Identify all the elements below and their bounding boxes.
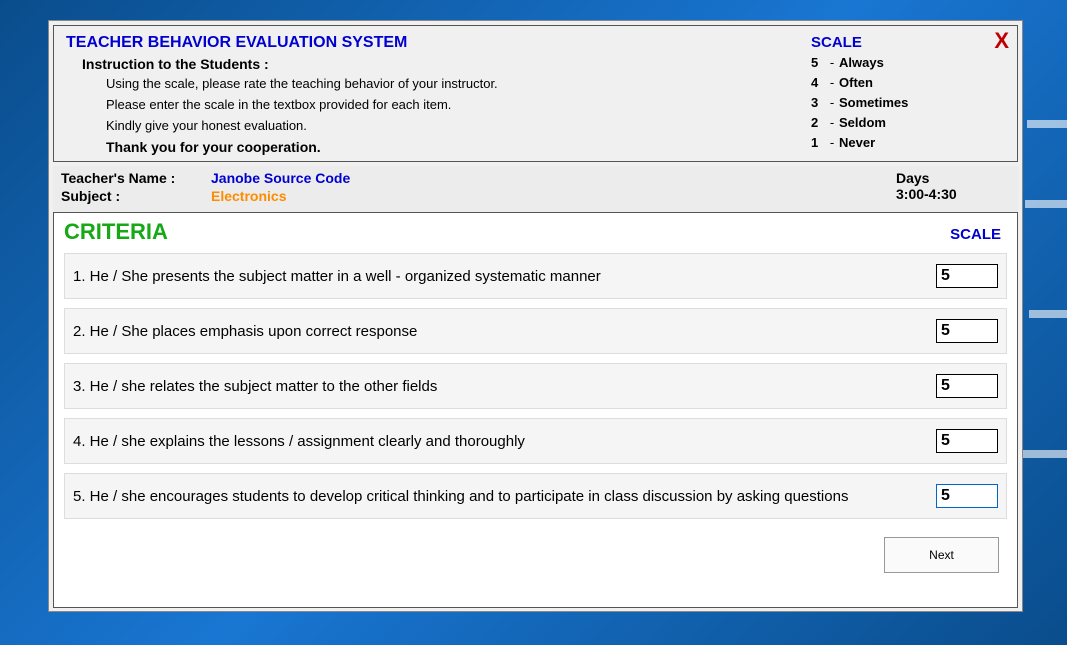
scale-input[interactable] bbox=[936, 484, 998, 508]
scale-input[interactable] bbox=[936, 374, 998, 398]
subject-label: Subject : bbox=[61, 188, 211, 204]
teacher-name-value: Janobe Source Code bbox=[211, 170, 350, 186]
criteria-panel: CRITERIA SCALE 1. He / She presents the … bbox=[53, 212, 1018, 608]
scale-legend-row: 3-Sometimes bbox=[811, 95, 1005, 110]
scale-legend-row: 5-Always bbox=[811, 55, 1005, 70]
criteria-text: 4. He / she explains the lessons / assig… bbox=[73, 433, 936, 450]
teacher-name-label: Teacher's Name : bbox=[61, 170, 211, 186]
scale-heading: SCALE bbox=[811, 34, 1005, 51]
scale-legend-row: 1-Never bbox=[811, 135, 1005, 150]
criteria-text: 2. He / She places emphasis upon correct… bbox=[73, 323, 936, 340]
criteria-row: 5. He / she encourages students to devel… bbox=[64, 473, 1007, 519]
criteria-scale-heading: SCALE bbox=[950, 226, 1001, 243]
instruction-line: Kindly give your honest evaluation. bbox=[106, 118, 805, 133]
scale-input[interactable] bbox=[936, 429, 998, 453]
teacher-info-bar: Teacher's Name : Janobe Source Code Subj… bbox=[53, 166, 1018, 212]
criteria-row: 2. He / She places emphasis upon correct… bbox=[64, 308, 1007, 354]
app-title: TEACHER BEHAVIOR EVALUATION SYSTEM bbox=[66, 34, 805, 52]
criteria-heading: CRITERIA bbox=[64, 219, 950, 245]
close-button[interactable]: X bbox=[994, 28, 1009, 54]
criteria-row: 4. He / she explains the lessons / assig… bbox=[64, 418, 1007, 464]
next-button[interactable]: Next bbox=[884, 537, 999, 573]
criteria-row: 3. He / she relates the subject matter t… bbox=[64, 363, 1007, 409]
criteria-text: 1. He / She presents the subject matter … bbox=[73, 268, 936, 285]
scale-input[interactable] bbox=[936, 264, 998, 288]
instruction-line: Using the scale, please rate the teachin… bbox=[106, 76, 805, 91]
instruction-line: Please enter the scale in the textbox pr… bbox=[106, 97, 805, 112]
header-panel: X TEACHER BEHAVIOR EVALUATION SYSTEM Ins… bbox=[53, 25, 1018, 162]
criteria-row: 1. He / She presents the subject matter … bbox=[64, 253, 1007, 299]
days-label: Days bbox=[896, 170, 1006, 186]
scale-legend-row: 4-Often bbox=[811, 75, 1005, 90]
subject-value: Electronics bbox=[211, 188, 286, 204]
criteria-text: 3. He / she relates the subject matter t… bbox=[73, 378, 936, 395]
time-range: 3:00-4:30 bbox=[896, 186, 1006, 202]
thanks-text: Thank you for your cooperation. bbox=[106, 139, 805, 155]
instruction-heading: Instruction to the Students : bbox=[82, 56, 805, 72]
evaluation-window: X TEACHER BEHAVIOR EVALUATION SYSTEM Ins… bbox=[48, 20, 1023, 612]
scale-input[interactable] bbox=[936, 319, 998, 343]
scale-legend-row: 2-Seldom bbox=[811, 115, 1005, 130]
criteria-text: 5. He / she encourages students to devel… bbox=[73, 488, 936, 505]
